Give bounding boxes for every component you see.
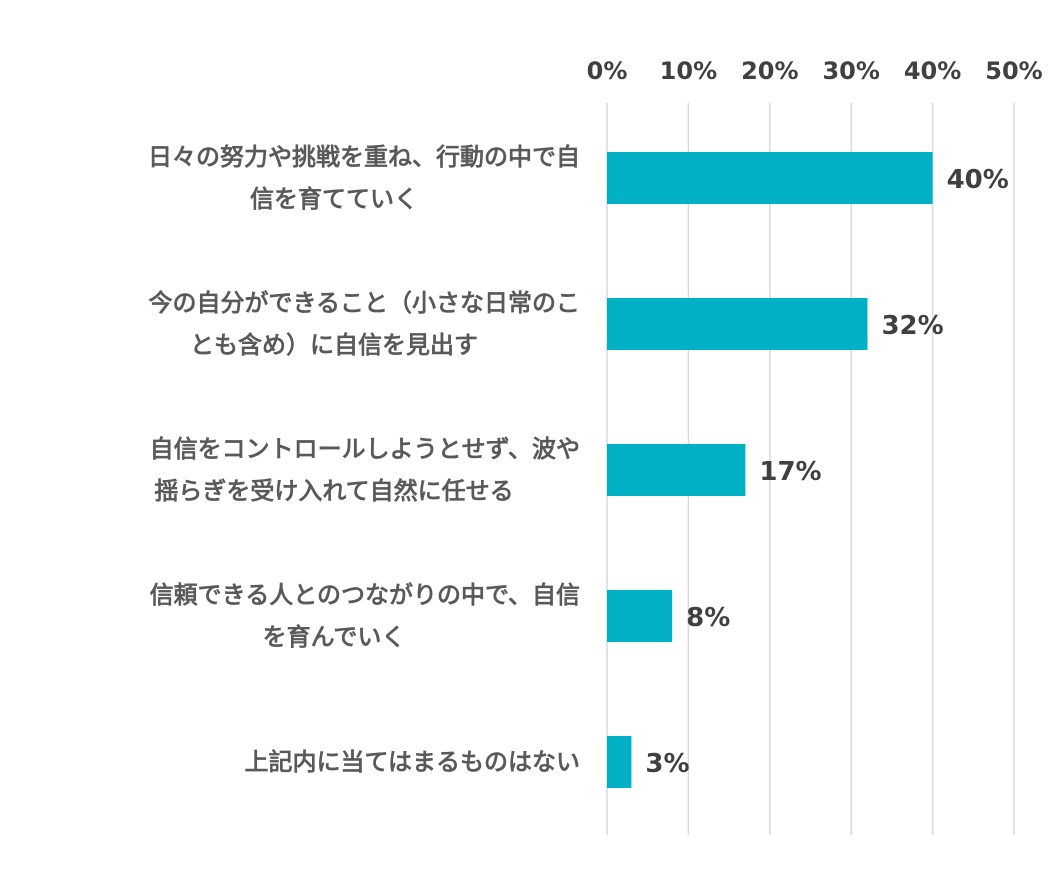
category-label: 自信をコントロールしようとせず、波や [150, 435, 580, 463]
data-label: 40% [947, 165, 1009, 195]
bar [607, 444, 746, 496]
x-tick-label: 0% [587, 57, 628, 85]
x-axis-ticks: 0% 10% 20% 30% 40% 50% [587, 57, 1043, 85]
category-label: 日々の努力や挑戦を重ね、行動の中で自 [148, 143, 580, 171]
x-tick-label: 40% [904, 57, 961, 85]
category-labels: 日々の努力や挑戦を重ね、行動の中で自信を育てていく今の自分ができること（小さな日… [148, 143, 580, 776]
bar [607, 736, 632, 788]
gridlines [606, 103, 1015, 835]
x-tick-label: 30% [822, 57, 879, 85]
bar [607, 152, 933, 204]
bar [607, 590, 673, 642]
data-labels: 40% 32% 17% 8% 3% [645, 165, 1008, 779]
data-label: 32% [881, 311, 943, 341]
category-label: 信頼できる人とのつながりの中で、自信 [150, 581, 580, 609]
category-label: 揺らぎを受け入れて自然に任せる [154, 477, 513, 505]
data-label: 3% [645, 749, 689, 779]
category-label: 上記内に当てはまるものはない [244, 748, 580, 776]
category-label: 信を育てていく [250, 185, 418, 213]
x-tick-label: 50% [985, 57, 1042, 85]
bar [607, 298, 868, 350]
category-label: とも含め）に自信を見出す [190, 331, 478, 359]
bars [607, 152, 933, 788]
x-tick-label: 10% [660, 57, 717, 85]
data-label: 8% [686, 603, 730, 633]
x-tick-label: 20% [741, 57, 798, 85]
data-label: 17% [759, 457, 821, 487]
category-label: を育んでいく [263, 623, 406, 651]
category-label: 今の自分ができること（小さな日常のこ [148, 289, 580, 317]
